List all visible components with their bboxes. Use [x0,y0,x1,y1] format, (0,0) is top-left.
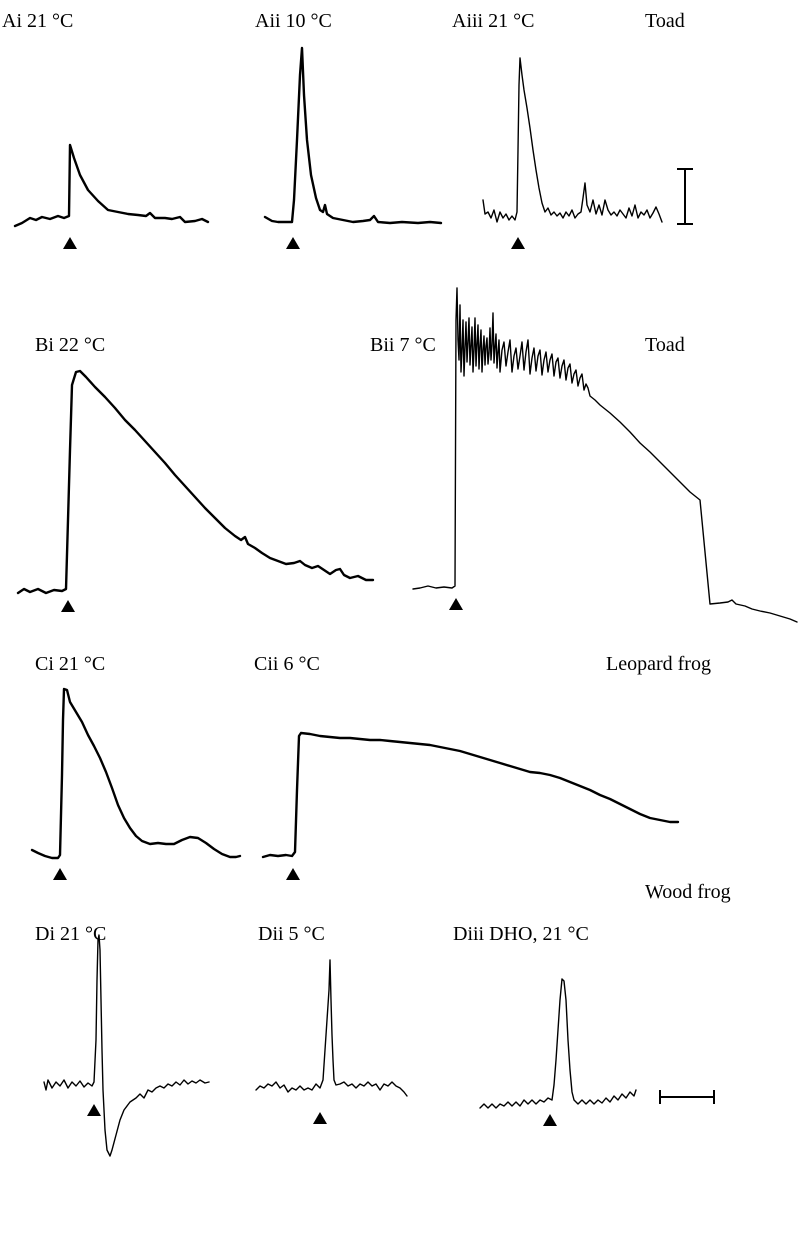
trace-cii [263,733,678,857]
panel-label-bii: Bii 7 °C [370,334,436,356]
species-label-row-c: Leopard frog [606,653,711,675]
trace-bii [413,288,797,622]
panel-label-aii: Aii 10 °C [255,10,332,32]
stimulus-marker-diii [543,1114,557,1126]
species-label-row-d: Wood frog [645,881,731,903]
species-label-row-b: Toad [645,334,685,356]
panel-label-di: Di 21 °C [35,923,106,945]
panel-label-bi: Bi 22 °C [35,334,105,356]
scale-bar-horizontal [660,1090,714,1104]
trace-aii [265,48,441,223]
panel-label-cii: Cii 6 °C [254,653,320,675]
species-label-row-a: Toad [645,10,685,32]
stimulus-marker-dii [313,1112,327,1124]
trace-bi [18,371,373,593]
panel-label-ai: Ai 21 °C [2,10,73,32]
stimulus-marker-bi [61,600,75,612]
stimulus-marker-di [87,1104,101,1116]
stimulus-marker-ci [53,868,67,880]
stimulus-marker-cii [286,868,300,880]
stimulus-marker-aii [286,237,300,249]
trace-aiii [483,58,662,222]
stimulus-marker-bii [449,598,463,610]
panel-label-diii: Diii DHO, 21 °C [453,923,589,945]
panel-label-aiii: Aiii 21 °C [452,10,534,32]
panel-label-ci: Ci 21 °C [35,653,105,675]
trace-di [44,935,209,1156]
scale-bar-vertical [677,169,693,224]
trace-dii [256,960,407,1096]
trace-ci [32,689,240,858]
panel-label-dii: Dii 5 °C [258,923,325,945]
stimulus-marker-ai [63,237,77,249]
trace-diii [480,979,636,1108]
trace-ai [15,145,208,226]
stimulus-marker-aiii [511,237,525,249]
